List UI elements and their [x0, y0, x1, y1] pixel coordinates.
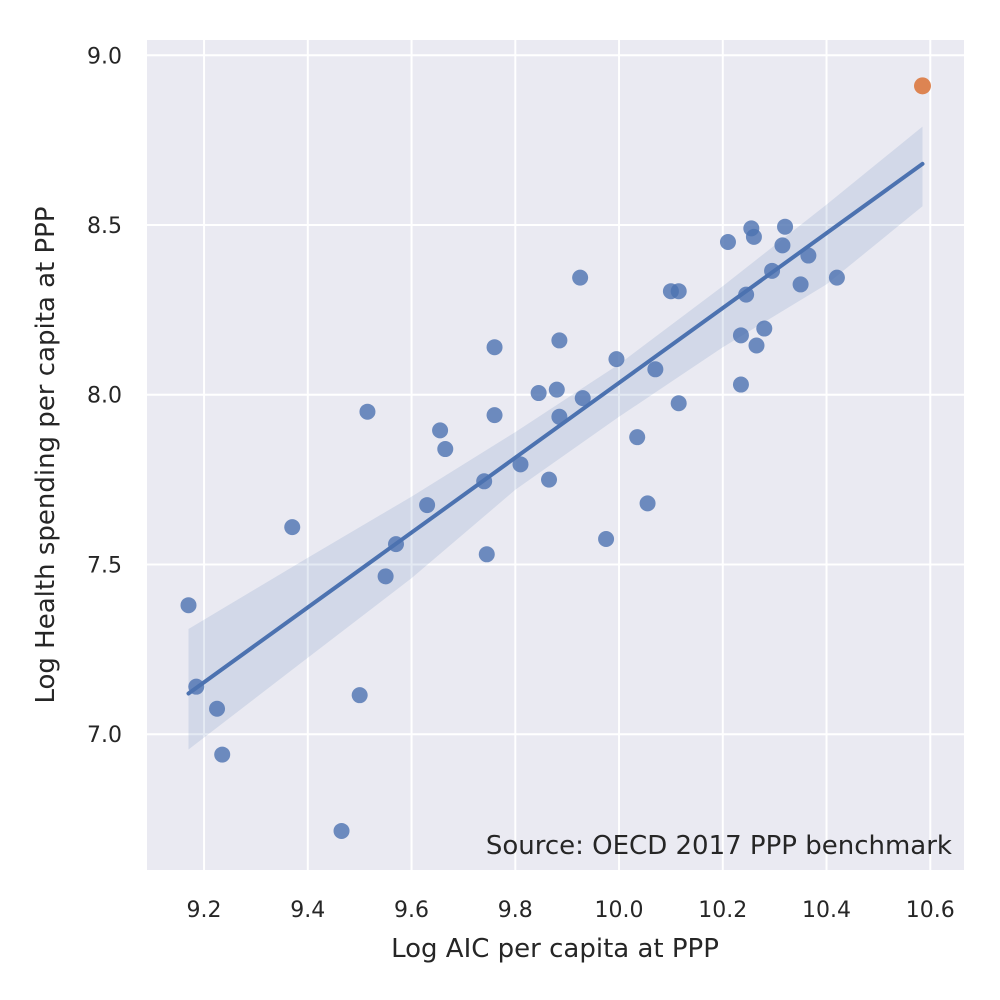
data-point	[738, 286, 755, 303]
x-tick-label: 9.6	[394, 898, 429, 923]
data-point	[359, 403, 376, 420]
data-point	[629, 429, 646, 446]
y-axis-ticks: 7.0 7.5 8.0 8.5 9.0	[87, 44, 122, 748]
data-point	[476, 473, 493, 490]
data-points	[180, 77, 932, 839]
data-point	[512, 456, 529, 473]
data-point	[541, 471, 558, 488]
y-tick-label: 8.5	[87, 214, 122, 239]
x-tick-label: 10.2	[698, 898, 747, 923]
data-point	[419, 497, 436, 514]
data-point	[432, 422, 449, 439]
plot-background	[147, 40, 964, 870]
data-point	[732, 376, 749, 393]
x-tick-label: 9.8	[498, 898, 533, 923]
data-point	[333, 822, 350, 839]
x-tick-label: 10.4	[802, 898, 851, 923]
data-point	[551, 332, 568, 349]
data-point	[732, 327, 749, 344]
data-point	[647, 361, 664, 378]
data-point	[745, 228, 762, 245]
data-point	[719, 233, 736, 250]
data-point	[756, 320, 773, 337]
data-point	[572, 269, 589, 286]
data-point	[764, 262, 781, 279]
data-point	[188, 678, 205, 695]
data-point	[214, 746, 231, 763]
data-point	[670, 395, 687, 412]
x-tick-label: 10.0	[595, 898, 644, 923]
data-point	[486, 339, 503, 356]
data-point	[209, 700, 226, 717]
data-point	[478, 546, 495, 563]
y-tick-label: 7.0	[87, 723, 122, 748]
regression-line-layer	[186, 161, 925, 696]
data-point	[608, 351, 625, 368]
data-point	[530, 385, 547, 402]
x-tick-label: 10.6	[906, 898, 955, 923]
data-point	[284, 519, 301, 536]
data-point	[800, 247, 817, 264]
data-point	[774, 237, 791, 254]
y-tick-label: 8.0	[87, 384, 122, 409]
data-point	[437, 441, 454, 458]
x-tick-label: 9.4	[290, 898, 325, 923]
data-point	[574, 390, 591, 407]
data-point	[777, 218, 794, 235]
data-point	[551, 408, 568, 425]
x-axis-label: Log AIC per capita at PPP	[391, 934, 719, 964]
data-point	[548, 381, 565, 398]
data-point	[792, 276, 809, 293]
data-point	[748, 337, 765, 354]
y-axis-label: Log Health spending per capita at PPP	[31, 206, 61, 703]
confidence-band-layer	[188, 126, 923, 750]
data-point	[486, 407, 503, 424]
data-point	[598, 531, 615, 548]
confidence-band	[188, 126, 923, 750]
data-point	[387, 536, 404, 553]
data-point	[180, 597, 197, 614]
x-tick-label: 9.2	[187, 898, 222, 923]
data-point	[351, 687, 368, 704]
x-axis-ticks: 9.2 9.4 9.6 9.8 10.0 10.2 10.4 10.6	[187, 898, 955, 923]
y-tick-label: 7.5	[87, 553, 122, 578]
data-point	[670, 283, 687, 300]
highlighted-data-point	[914, 77, 932, 95]
regression-line	[186, 161, 925, 696]
data-point	[377, 568, 394, 585]
data-point	[639, 495, 656, 512]
source-annotation: Source: OECD 2017 PPP benchmark	[486, 831, 952, 861]
y-tick-label: 9.0	[87, 44, 122, 69]
data-point	[828, 269, 845, 286]
